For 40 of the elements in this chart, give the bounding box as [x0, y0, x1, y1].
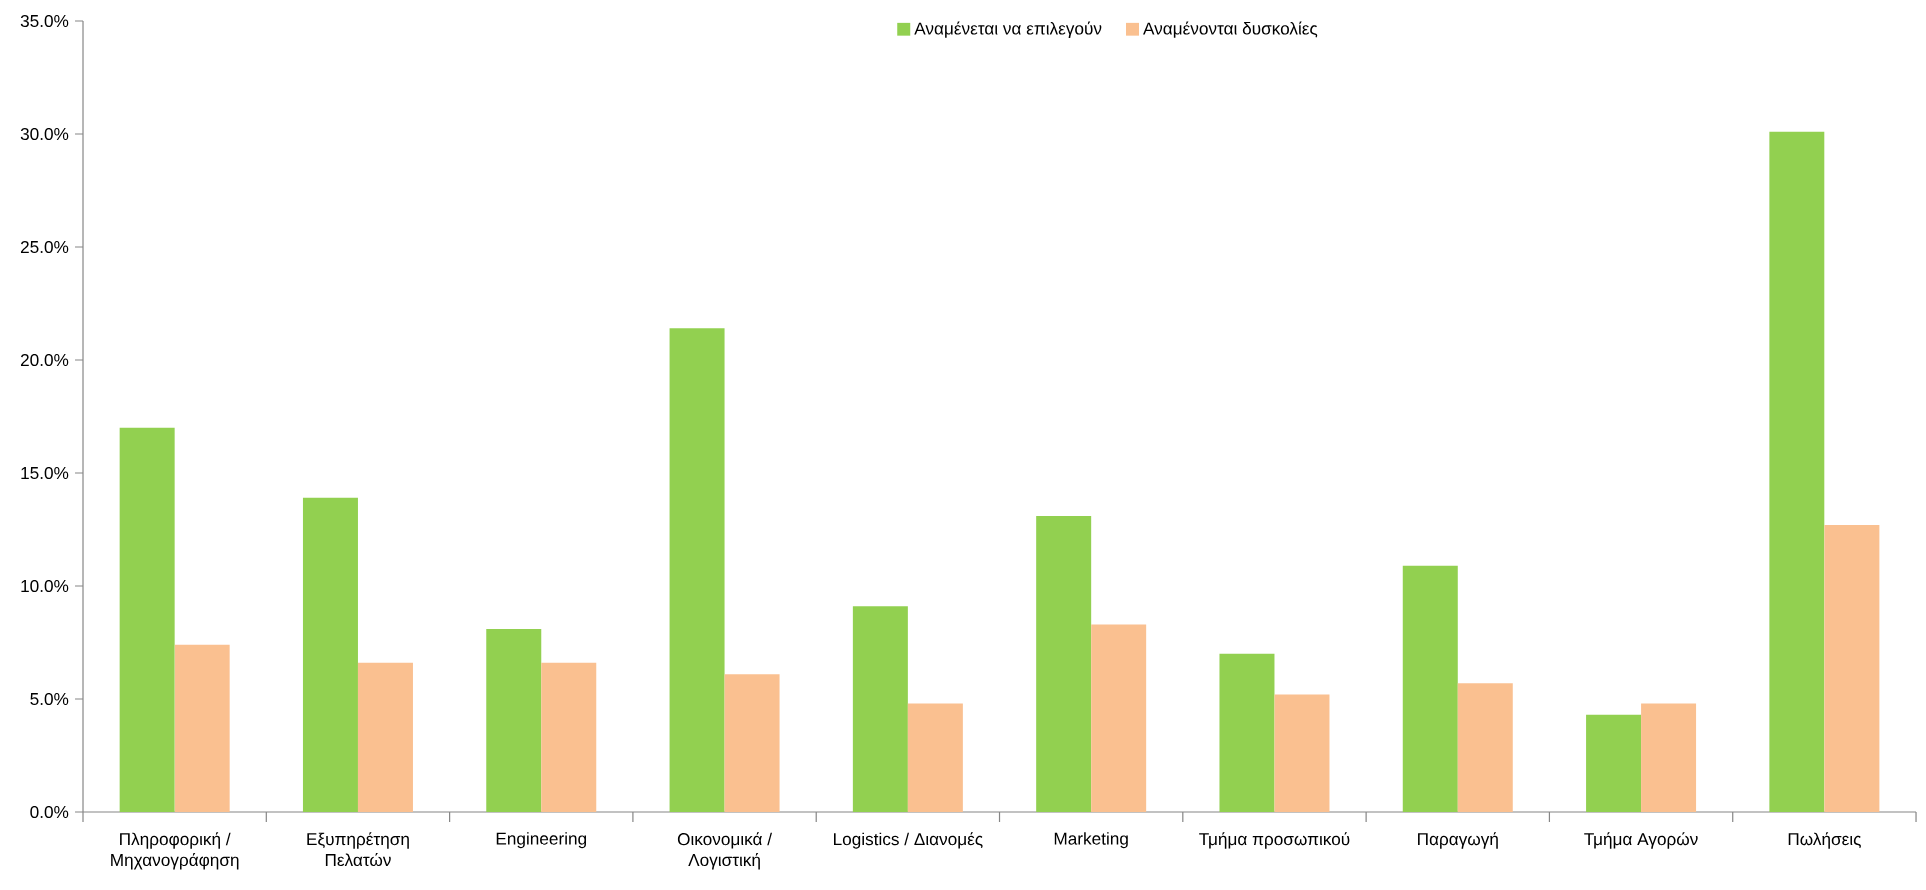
bar: [357, 662, 413, 812]
x-tick-label: Logistics / Διανομές: [834, 832, 983, 849]
y-tick-label: 15.0%: [21, 466, 69, 480]
bar: [1036, 515, 1092, 812]
x-tick-label: Εξυπηρέτηση Πελατών: [307, 832, 409, 867]
y-tick-label: 10.0%: [21, 579, 69, 593]
legend-label: Αναμένεται να επιλεγούν: [914, 21, 1102, 38]
bar: [1219, 653, 1275, 812]
x-tick-label: Τμήμα προσωπικού: [1199, 832, 1350, 849]
bar: [486, 628, 542, 812]
bar: [541, 662, 597, 812]
legend-label: Αναμένονται δυσκολίες: [1143, 21, 1318, 38]
bar: [1402, 565, 1458, 812]
bar: [724, 674, 780, 812]
x-tick-label: Παραγωγή: [1418, 832, 1498, 849]
y-tick-label: 25.0%: [20, 240, 69, 254]
bar: [1641, 703, 1697, 812]
y-tick-label: 0.0%: [30, 805, 69, 819]
bar: [119, 427, 175, 812]
x-tick-label: Οικονομικά / Λογιστική: [677, 832, 773, 870]
bar: [1091, 624, 1147, 812]
y-tick-label: 30.0%: [20, 127, 69, 141]
bar: [1824, 524, 1880, 812]
y-tick-label: 20.0%: [20, 353, 69, 367]
x-tick-label: Engineering: [496, 832, 587, 849]
y-tick-label: 35.0%: [20, 14, 69, 28]
bar: [669, 328, 725, 812]
x-tick-label: Τμήμα Αγορών: [1584, 832, 1698, 849]
y-tick-label: 5.0%: [30, 692, 69, 706]
bar: [1586, 714, 1642, 812]
bar: [1457, 683, 1513, 812]
x-tick-label: Πληροφορική / Μηχανογράφηση: [111, 832, 239, 870]
x-tick-label: Marketing: [1054, 832, 1128, 849]
bar: [302, 497, 358, 812]
bar: [852, 606, 908, 812]
x-tick-label: Πωλήσεις: [1788, 832, 1861, 849]
bar: [1769, 131, 1825, 812]
bar: [1274, 694, 1330, 812]
bar: [174, 644, 230, 812]
bar: [907, 703, 963, 812]
